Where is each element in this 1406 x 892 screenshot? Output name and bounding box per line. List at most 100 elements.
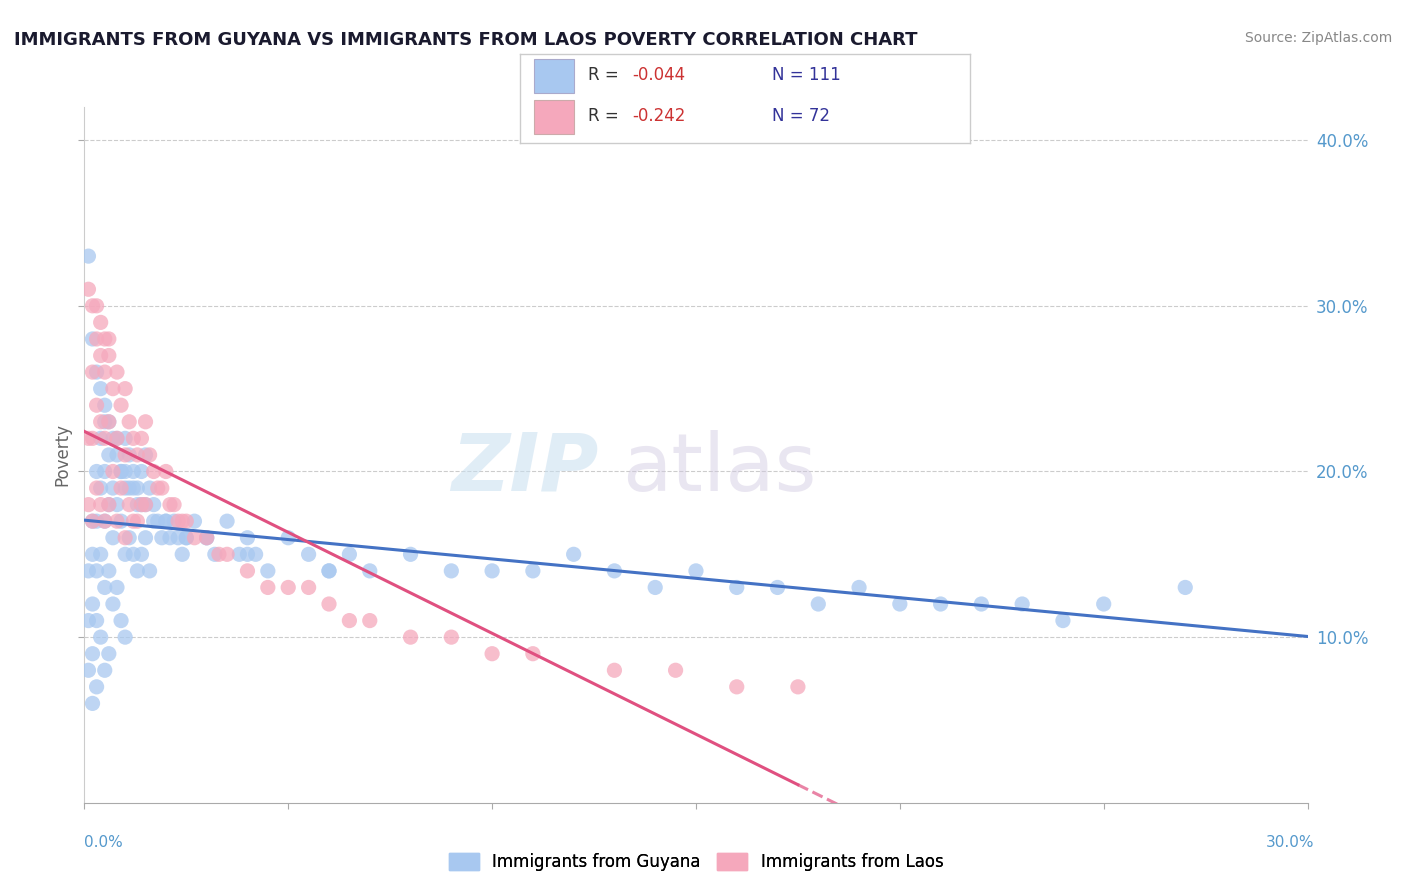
Point <box>183 514 205 528</box>
Text: atlas: atlas <box>623 430 817 508</box>
Point <box>110 465 132 479</box>
Point <box>110 514 132 528</box>
Point <box>217 547 239 561</box>
Point <box>807 597 830 611</box>
Point <box>97 349 120 363</box>
Point <box>101 531 124 545</box>
Point <box>105 448 128 462</box>
Point <box>114 547 136 561</box>
Point <box>93 415 117 429</box>
Point <box>86 514 108 528</box>
Point <box>86 365 108 379</box>
Point <box>228 547 250 561</box>
Point <box>159 531 181 545</box>
Point <box>142 465 165 479</box>
Point <box>135 448 157 462</box>
Point <box>195 531 218 545</box>
Point <box>127 481 149 495</box>
Point <box>359 614 381 628</box>
Point <box>135 498 157 512</box>
Point <box>77 614 100 628</box>
Point <box>82 547 104 561</box>
Point <box>135 498 157 512</box>
Point <box>114 481 136 495</box>
FancyBboxPatch shape <box>534 59 574 93</box>
Point <box>339 614 361 628</box>
Point <box>93 332 117 346</box>
Point <box>93 465 117 479</box>
Point <box>167 514 190 528</box>
Point <box>970 597 993 611</box>
Point <box>298 547 321 561</box>
Point <box>114 531 136 545</box>
Point <box>399 547 422 561</box>
Point <box>176 531 198 545</box>
Point <box>101 465 124 479</box>
Point <box>97 415 120 429</box>
Point <box>77 564 100 578</box>
Point <box>97 647 120 661</box>
Point <box>86 332 108 346</box>
Point <box>929 597 952 611</box>
Point <box>176 514 198 528</box>
Point <box>97 332 120 346</box>
Point <box>105 498 128 512</box>
Point <box>1052 614 1074 628</box>
Point <box>82 365 104 379</box>
Point <box>131 498 153 512</box>
Point <box>685 564 707 578</box>
Point <box>114 630 136 644</box>
Point <box>86 465 108 479</box>
Point <box>138 481 160 495</box>
Point <box>318 597 340 611</box>
Point <box>127 448 149 462</box>
Point <box>90 547 112 561</box>
Point <box>114 465 136 479</box>
Point <box>155 514 177 528</box>
Point <box>359 564 381 578</box>
Point <box>155 514 177 528</box>
Point <box>90 630 112 644</box>
Point <box>97 448 120 462</box>
Point <box>86 299 108 313</box>
Point <box>135 415 157 429</box>
Point <box>114 382 136 396</box>
Point <box>90 415 112 429</box>
Point <box>766 581 789 595</box>
Point <box>122 547 145 561</box>
Point <box>105 581 128 595</box>
Text: Source: ZipAtlas.com: Source: ZipAtlas.com <box>1244 31 1392 45</box>
Point <box>176 531 198 545</box>
Point <box>93 663 117 677</box>
Point <box>110 481 132 495</box>
Point <box>86 614 108 628</box>
Point <box>131 431 153 445</box>
Legend: Immigrants from Guyana, Immigrants from Laos: Immigrants from Guyana, Immigrants from … <box>441 847 950 878</box>
Point <box>163 514 186 528</box>
Point <box>90 349 112 363</box>
Point <box>82 332 104 346</box>
Text: -0.044: -0.044 <box>633 66 686 85</box>
Point <box>142 498 165 512</box>
Point <box>257 581 280 595</box>
Point <box>172 547 194 561</box>
Point <box>90 382 112 396</box>
Point <box>93 431 117 445</box>
Point <box>848 581 870 595</box>
Point <box>298 581 321 595</box>
Point <box>90 431 112 445</box>
Point <box>122 514 145 528</box>
Point <box>77 282 100 296</box>
Point <box>118 415 141 429</box>
Text: 30.0%: 30.0% <box>1267 836 1315 850</box>
Point <box>142 514 165 528</box>
Point <box>93 514 117 528</box>
Point <box>167 531 190 545</box>
Point <box>86 398 108 412</box>
Point <box>122 431 145 445</box>
Point <box>277 581 299 595</box>
Point <box>110 465 132 479</box>
Point <box>105 431 128 445</box>
Point <box>787 680 810 694</box>
Point <box>522 647 544 661</box>
